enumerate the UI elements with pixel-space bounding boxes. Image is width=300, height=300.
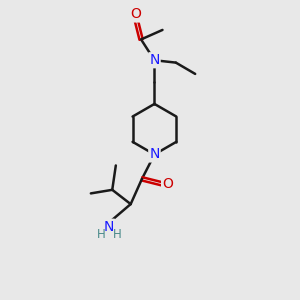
Text: N: N	[149, 53, 160, 67]
Text: H: H	[112, 228, 122, 241]
Text: O: O	[130, 8, 141, 22]
Text: N: N	[149, 148, 160, 161]
Text: O: O	[162, 177, 173, 191]
Text: N: N	[104, 220, 114, 234]
Text: H: H	[97, 228, 105, 241]
